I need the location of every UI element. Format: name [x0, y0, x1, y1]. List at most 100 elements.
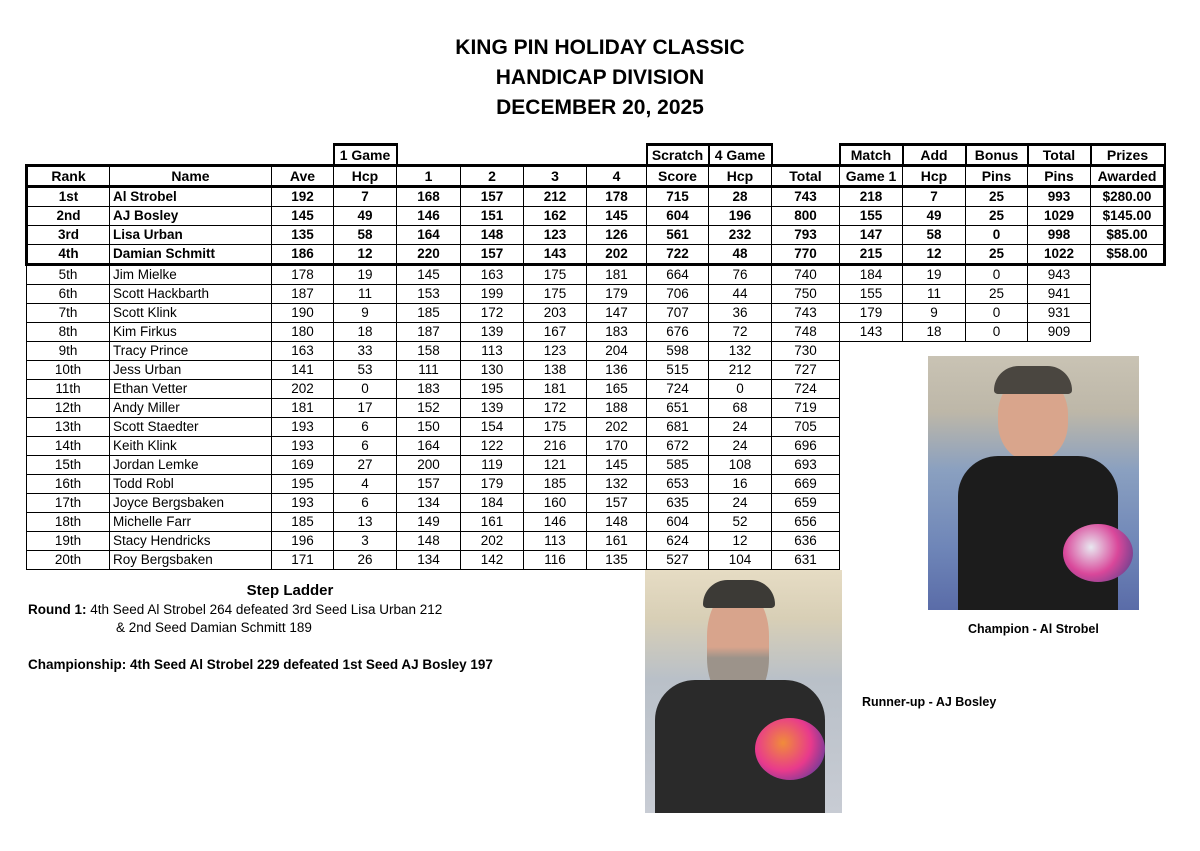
score-cell: 598	[646, 341, 709, 361]
score-cell: 6	[333, 493, 397, 513]
score-cell: 116	[523, 550, 587, 570]
score-cell: 147	[586, 303, 647, 323]
score-cell: 168	[396, 186, 461, 207]
score-cell: $280.00	[1090, 186, 1166, 207]
score-cell: 750	[771, 284, 840, 304]
score-cell: 25	[965, 244, 1028, 266]
column-header: Hcp	[708, 164, 772, 188]
score-cell: 200	[396, 455, 461, 475]
score-cell: 13	[333, 512, 397, 532]
score-cell: 148	[586, 512, 647, 532]
empty-cell	[840, 380, 903, 399]
score-cell: 138	[523, 360, 587, 380]
score-cell: 142	[460, 550, 524, 570]
rank-cell: 16th	[26, 474, 110, 494]
score-cell: 104	[708, 550, 772, 570]
score-cell: 651	[646, 398, 709, 418]
score-cell: 19	[333, 264, 397, 285]
table-row: 7th Scott Klink 190 9 185 172 203 147 707 36 743 17…	[26, 303, 1165, 323]
score-cell: 202	[271, 379, 334, 399]
empty-header-cell	[27, 145, 110, 166]
score-cell: 696	[771, 436, 840, 456]
rank-cell: 13th	[26, 417, 110, 437]
score-cell: 196	[708, 206, 772, 226]
table-row: 4th Damian Schmitt 186 12 220 157 143 202 722 48 7…	[25, 244, 1166, 266]
empty-header-cell	[772, 145, 840, 166]
score-cell: 18	[333, 322, 397, 342]
score-cell: 4	[333, 474, 397, 494]
title-line-1: KING PIN HOLIDAY CLASSIC	[455, 36, 745, 59]
name-cell: Jordan Lemke	[109, 455, 272, 475]
score-cell: 232	[708, 225, 772, 245]
empty-header-cell	[524, 145, 587, 166]
empty-cell	[840, 399, 903, 418]
column-header-top: 1 Game	[332, 143, 398, 166]
score-cell: 0	[965, 225, 1028, 245]
table-row: 2nd AJ Bosley 145 49 146 151 162 145 604 196 800 15…	[25, 206, 1166, 226]
score-cell: 48	[708, 244, 772, 266]
score-cell: 154	[460, 417, 524, 437]
rank-cell: 3rd	[25, 225, 110, 245]
score-cell: 180	[271, 322, 334, 342]
score-cell: 58	[902, 225, 966, 245]
score-cell: 7	[333, 186, 397, 207]
score-cell: 157	[396, 474, 461, 494]
empty-cell	[840, 475, 903, 494]
score-cell: 1022	[1027, 244, 1091, 266]
score-cell: 161	[460, 512, 524, 532]
score-cell: 7	[902, 186, 966, 207]
column-header-top: Bonus	[964, 143, 1029, 166]
score-cell: 136	[586, 360, 647, 380]
name-cell: Scott Hackbarth	[109, 284, 272, 304]
score-cell: 187	[271, 284, 334, 304]
column-header: Score	[646, 164, 709, 188]
empty-cell	[840, 456, 903, 475]
table-row: 10th Jess Urban 141 53 111 130 138 136 515 212 727	[26, 360, 1165, 380]
score-cell: 193	[271, 493, 334, 513]
rank-cell: 17th	[26, 493, 110, 513]
score-cell: 163	[271, 341, 334, 361]
score-cell: 141	[271, 360, 334, 380]
score-cell: 604	[646, 512, 709, 532]
score-cell: 172	[460, 303, 524, 323]
score-cell: 212	[523, 186, 587, 207]
score-cell: 157	[586, 493, 647, 513]
score-cell: 167	[523, 322, 587, 342]
column-header: 4	[586, 164, 647, 188]
score-cell: 653	[646, 474, 709, 494]
score-cell: 199	[460, 284, 524, 304]
score-cell: 145	[586, 206, 647, 226]
table-row: 14th Keith Klink 193 6 164 122 216 170 672 24 696	[26, 436, 1165, 456]
column-header: Game 1	[839, 164, 903, 188]
score-cell: 743	[771, 186, 840, 207]
name-cell: Kim Firkus	[109, 322, 272, 342]
rank-cell: 14th	[26, 436, 110, 456]
score-cell: 9	[333, 303, 397, 323]
score-cell: 143	[523, 244, 587, 266]
empty-header-cell	[461, 145, 524, 166]
score-cell: 943	[1027, 264, 1091, 285]
name-cell: Joyce Bergsbaken	[109, 493, 272, 513]
score-cell: 122	[460, 436, 524, 456]
empty-cell	[840, 513, 903, 532]
score-cell: 705	[771, 417, 840, 437]
score-cell: 52	[708, 512, 772, 532]
score-cell: 155	[839, 206, 903, 226]
score-cell: 150	[396, 417, 461, 437]
score-cell: 24	[708, 493, 772, 513]
score-cell: 44	[708, 284, 772, 304]
column-header-top: Prizes	[1089, 143, 1166, 166]
runner-up-caption: Runner-up - AJ Bosley	[862, 695, 997, 709]
score-cell: 0	[965, 264, 1028, 285]
rank-cell: 11th	[26, 379, 110, 399]
empty-header-cell	[397, 145, 461, 166]
score-cell: 160	[523, 493, 587, 513]
score-cell: 178	[271, 264, 334, 285]
score-cell: 164	[396, 225, 461, 245]
score-cell: 165	[586, 379, 647, 399]
score-cell: 719	[771, 398, 840, 418]
score-cell: 196	[271, 531, 334, 551]
score-cell: 6	[333, 417, 397, 437]
score-cell: 123	[523, 341, 587, 361]
score-cell: 152	[396, 398, 461, 418]
